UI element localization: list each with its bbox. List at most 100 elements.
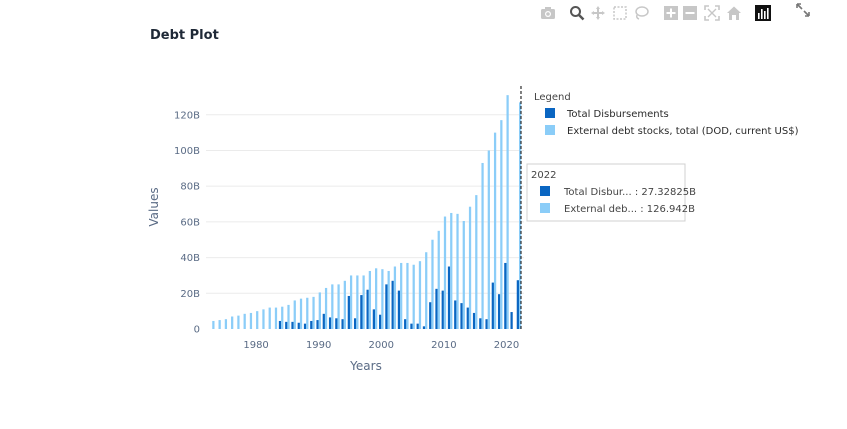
bar-total-disbursements[interactable]	[385, 284, 388, 329]
bar-external-debt[interactable]	[287, 304, 290, 329]
bar-total-disbursements[interactable]	[347, 295, 350, 329]
bar-external-debt[interactable]	[431, 239, 434, 329]
bar-total-disbursements[interactable]	[316, 320, 319, 329]
bar-external-debt[interactable]	[356, 275, 359, 329]
bar-total-disbursements[interactable]	[416, 323, 419, 329]
bar-external-debt[interactable]	[481, 162, 484, 329]
bar-total-disbursements[interactable]	[372, 309, 376, 329]
box-select-icon[interactable]	[612, 5, 628, 21]
bar-external-debt[interactable]	[337, 284, 340, 329]
bar-external-debt[interactable]	[493, 132, 497, 329]
bar-external-debt[interactable]	[437, 230, 440, 329]
bar-external-debt[interactable]	[212, 320, 215, 329]
bar-total-disbursements[interactable]	[353, 318, 357, 329]
bar-external-debt[interactable]	[393, 266, 397, 329]
bar-total-disbursements[interactable]	[435, 288, 438, 329]
bar-total-disbursements[interactable]	[441, 290, 444, 329]
bar-external-debt[interactable]	[375, 268, 378, 329]
bar-external-debt[interactable]	[231, 316, 234, 329]
bar-total-disbursements[interactable]	[335, 318, 338, 329]
bar-total-disbursements[interactable]	[297, 322, 300, 329]
bar-external-debt[interactable]	[306, 297, 309, 329]
bar-external-debt[interactable]	[256, 311, 259, 329]
bar-external-debt[interactable]	[318, 292, 321, 329]
bar-total-disbursements[interactable]	[278, 320, 282, 329]
bar-external-debt[interactable]	[312, 296, 315, 329]
autoscale-icon[interactable]	[704, 5, 720, 21]
bar-external-debt[interactable]	[400, 262, 403, 329]
bar-total-disbursements[interactable]	[447, 266, 451, 329]
bar-total-disbursements[interactable]	[303, 323, 307, 329]
bar-external-debt[interactable]	[362, 275, 365, 329]
legend-item-external-debt-stocks[interactable]: External debt stocks, total (DOD, curren…	[545, 125, 799, 137]
bar-total-disbursements[interactable]	[328, 317, 332, 329]
bar-external-debt[interactable]	[243, 313, 246, 329]
zoom-icon[interactable]	[569, 5, 585, 21]
bar-external-debt[interactable]	[450, 212, 453, 329]
bar-external-debt[interactable]	[293, 300, 296, 329]
bar-total-disbursements[interactable]	[497, 294, 501, 329]
bar-total-disbursements[interactable]	[397, 290, 401, 329]
bar-external-debt[interactable]	[349, 275, 353, 329]
bar-total-disbursements[interactable]	[429, 302, 432, 329]
bar-external-debt[interactable]	[468, 206, 472, 329]
bar-external-debt[interactable]	[262, 309, 265, 329]
bar-external-debt[interactable]	[249, 312, 253, 329]
bar-external-debt[interactable]	[462, 220, 465, 329]
expand-icon[interactable]	[795, 2, 811, 18]
bar-total-disbursements[interactable]	[510, 312, 513, 329]
bar-external-debt[interactable]	[406, 262, 409, 329]
bar-external-debt[interactable]	[518, 102, 522, 329]
bar-external-debt[interactable]	[268, 307, 271, 329]
bar-total-disbursements[interactable]	[466, 307, 469, 329]
reset-axes-icon[interactable]	[726, 5, 742, 21]
bar-total-disbursements[interactable]	[366, 289, 369, 329]
bar-total-disbursements[interactable]	[422, 326, 426, 329]
bar-external-debt[interactable]	[274, 307, 278, 329]
bars[interactable]	[212, 95, 522, 329]
plotly-logo-icon[interactable]	[755, 5, 771, 21]
bar-total-disbursements[interactable]	[504, 262, 507, 329]
bar-external-debt[interactable]	[343, 280, 346, 329]
bar-total-disbursements[interactable]	[310, 320, 313, 329]
bar-total-disbursements[interactable]	[391, 280, 394, 329]
bar-total-disbursements[interactable]	[285, 321, 288, 329]
bar-external-debt[interactable]	[506, 95, 509, 329]
bar-total-disbursements[interactable]	[516, 280, 519, 329]
bar-total-disbursements[interactable]	[485, 319, 488, 329]
bar-total-disbursements[interactable]	[322, 313, 325, 329]
zoom-in-icon[interactable]	[663, 5, 679, 21]
bar-external-debt[interactable]	[387, 270, 390, 329]
bar-external-debt[interactable]	[237, 315, 240, 329]
pan-icon[interactable]	[590, 5, 606, 21]
bar-external-debt[interactable]	[324, 287, 328, 329]
bar-external-debt[interactable]	[443, 216, 447, 329]
bar-total-disbursements[interactable]	[404, 319, 407, 329]
bar-total-disbursements[interactable]	[454, 300, 457, 329]
bar-external-debt[interactable]	[381, 269, 384, 329]
bar-external-debt[interactable]	[456, 213, 459, 329]
bar-external-debt[interactable]	[331, 284, 334, 329]
zoom-out-icon[interactable]	[682, 5, 698, 21]
bar-total-disbursements[interactable]	[472, 312, 476, 329]
bar-external-debt[interactable]	[368, 270, 372, 329]
bar-external-debt[interactable]	[500, 120, 503, 329]
bar-external-debt[interactable]	[224, 319, 228, 329]
bar-external-debt[interactable]	[299, 298, 303, 329]
bar-external-debt[interactable]	[475, 195, 478, 329]
bar-external-debt[interactable]	[425, 252, 428, 329]
bar-total-disbursements[interactable]	[360, 295, 363, 329]
bar-total-disbursements[interactable]	[491, 282, 494, 329]
bar-total-disbursements[interactable]	[460, 303, 463, 329]
bar-total-disbursements[interactable]	[410, 323, 413, 329]
lasso-select-icon[interactable]	[633, 5, 649, 21]
bar-external-debt[interactable]	[281, 306, 284, 329]
bar-total-disbursements[interactable]	[341, 319, 344, 329]
bar-total-disbursements[interactable]	[291, 321, 294, 329]
bar-external-debt[interactable]	[218, 320, 221, 329]
bar-total-disbursements[interactable]	[479, 318, 482, 329]
bar-total-disbursements[interactable]	[379, 314, 382, 329]
bar-external-debt[interactable]	[412, 264, 415, 329]
legend-item-total-disbursements[interactable]: Total Disbursements	[545, 108, 669, 120]
bar-external-debt[interactable]	[487, 150, 490, 329]
